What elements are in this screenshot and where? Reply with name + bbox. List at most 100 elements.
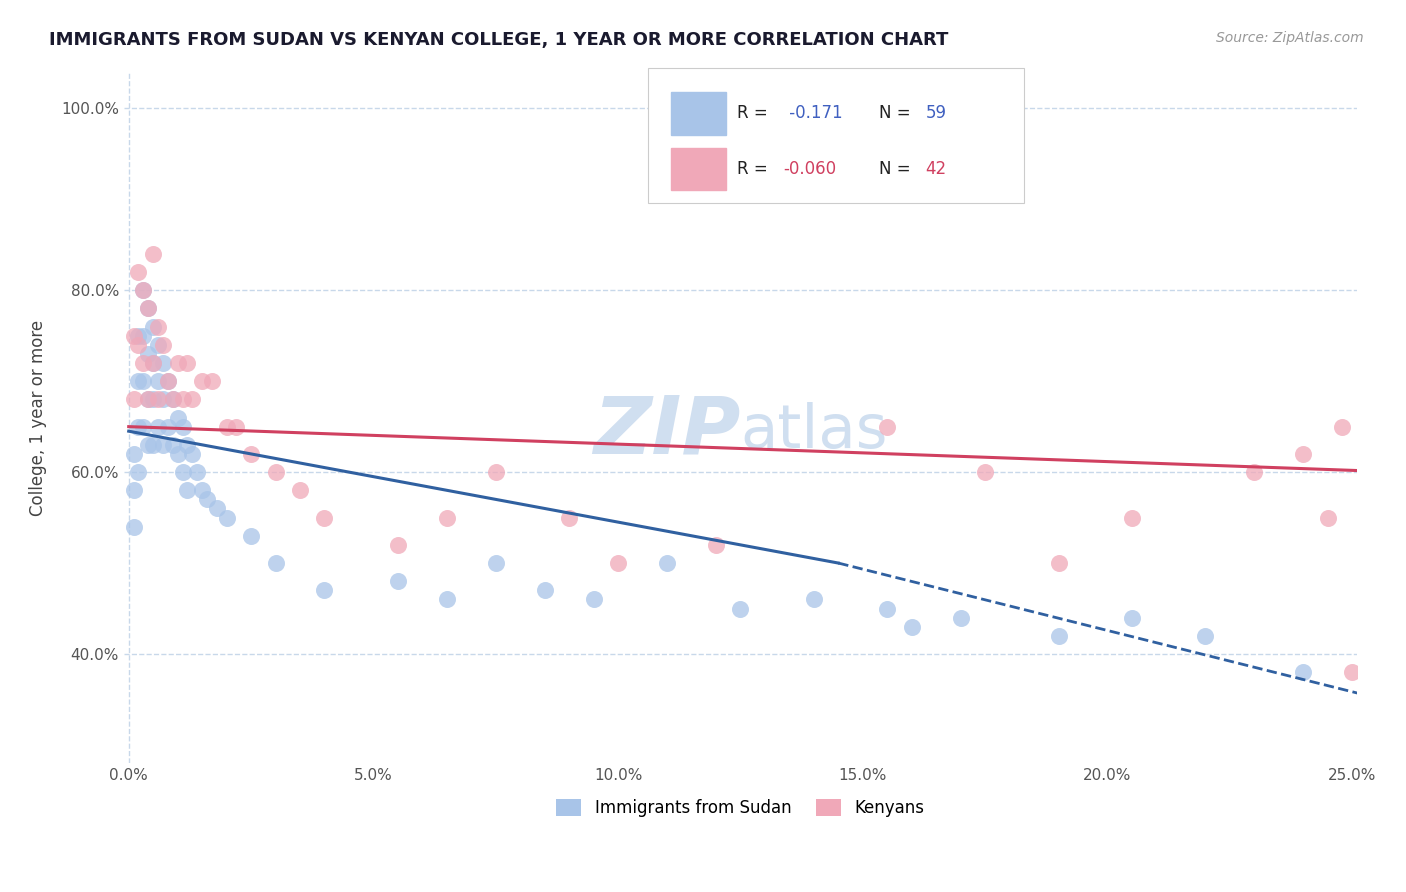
Point: [172, 392, 194, 407]
Text: IMMIGRANTS FROM SUDAN VS KENYAN COLLEGE, 1 YEAR OR MORE CORRELATION CHART: IMMIGRANTS FROM SUDAN VS KENYAN COLLEGE,…: [49, 31, 949, 49]
Point: [1341, 665, 1364, 680]
Point: [122, 328, 145, 343]
Point: [181, 392, 204, 407]
Point: [136, 347, 159, 361]
Text: N =: N =: [879, 104, 915, 122]
Text: -0.060: -0.060: [783, 160, 837, 178]
Point: [176, 356, 198, 370]
Point: [162, 438, 184, 452]
Point: [132, 374, 155, 388]
Point: [166, 447, 188, 461]
Point: [176, 483, 198, 498]
Text: R =: R =: [737, 160, 773, 178]
Point: [1316, 510, 1339, 524]
Point: [156, 374, 179, 388]
Point: [122, 483, 145, 498]
Y-axis label: College, 1 year or more: College, 1 year or more: [30, 319, 46, 516]
Point: [176, 438, 198, 452]
Point: [132, 356, 155, 370]
Point: [876, 419, 898, 434]
Point: [225, 419, 247, 434]
Point: [132, 328, 155, 343]
Point: [264, 465, 287, 479]
Point: [152, 438, 174, 452]
Point: [122, 447, 145, 461]
Point: [136, 301, 159, 316]
Point: [485, 465, 508, 479]
Point: [436, 592, 458, 607]
Point: [240, 447, 263, 461]
Point: [314, 510, 336, 524]
Point: [156, 419, 179, 434]
Point: [128, 374, 150, 388]
Point: [195, 492, 218, 507]
Point: [142, 247, 165, 261]
Point: [1292, 447, 1315, 461]
Point: [1194, 629, 1216, 643]
Point: [1047, 556, 1070, 570]
Point: [142, 356, 165, 370]
Point: [387, 538, 409, 552]
Point: [166, 356, 188, 370]
Point: [128, 328, 150, 343]
Point: [142, 319, 165, 334]
Point: [132, 283, 155, 297]
Point: [146, 319, 169, 334]
Point: [215, 510, 238, 524]
FancyBboxPatch shape: [648, 69, 1024, 203]
Point: [146, 338, 169, 352]
Point: [558, 510, 581, 524]
Point: [436, 510, 458, 524]
Point: [128, 338, 150, 352]
Point: [876, 601, 898, 615]
Point: [655, 556, 678, 570]
Point: [1121, 510, 1143, 524]
Text: 42: 42: [925, 160, 946, 178]
Point: [152, 356, 174, 370]
Point: [146, 392, 169, 407]
Point: [1243, 465, 1265, 479]
Point: [142, 438, 165, 452]
Point: [1047, 629, 1070, 643]
Point: [142, 356, 165, 370]
Point: [136, 438, 159, 452]
Point: [264, 556, 287, 570]
Text: Source: ZipAtlas.com: Source: ZipAtlas.com: [1216, 31, 1364, 45]
Point: [205, 501, 228, 516]
Point: [172, 419, 194, 434]
Text: atlas: atlas: [741, 402, 889, 461]
Point: [314, 583, 336, 598]
Point: [201, 374, 224, 388]
Point: [128, 265, 150, 279]
Point: [172, 465, 194, 479]
Point: [136, 392, 159, 407]
Point: [1331, 419, 1354, 434]
Point: [1292, 665, 1315, 680]
Point: [146, 419, 169, 434]
Point: [186, 465, 208, 479]
Point: [191, 483, 214, 498]
Point: [949, 610, 972, 624]
Point: [704, 538, 727, 552]
Legend: Immigrants from Sudan, Kenyans: Immigrants from Sudan, Kenyans: [550, 792, 931, 824]
Point: [166, 410, 188, 425]
Point: [181, 447, 204, 461]
Point: [900, 620, 922, 634]
Point: [582, 592, 605, 607]
Point: [288, 483, 311, 498]
Point: [730, 601, 752, 615]
Point: [128, 465, 150, 479]
FancyBboxPatch shape: [672, 93, 725, 135]
Point: [128, 419, 150, 434]
Text: N =: N =: [879, 160, 915, 178]
Point: [240, 529, 263, 543]
Point: [1121, 610, 1143, 624]
Point: [136, 392, 159, 407]
Point: [156, 374, 179, 388]
Text: R =: R =: [737, 104, 773, 122]
Point: [191, 374, 214, 388]
Point: [136, 301, 159, 316]
Point: [215, 419, 238, 434]
FancyBboxPatch shape: [672, 148, 725, 190]
Point: [152, 338, 174, 352]
